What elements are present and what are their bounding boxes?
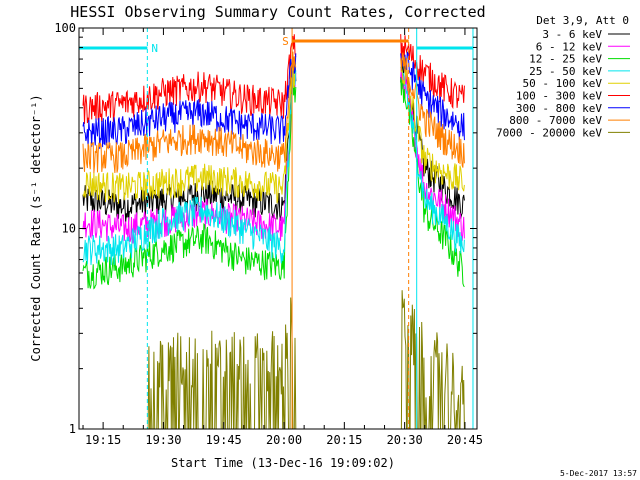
legend-label-7: 800 - 7000 keV xyxy=(509,114,602,127)
series-line-7000-20000kev xyxy=(83,290,465,430)
series-line-100-300kev xyxy=(82,34,465,124)
x-tick-label-19:45: 19:45 xyxy=(206,433,242,447)
y-tick-label-100: 100 xyxy=(54,21,76,35)
x-tick-label-20:00: 20:00 xyxy=(266,433,302,447)
marker-label-saa: S xyxy=(282,35,289,48)
legend-label-3: 25 - 50 keV xyxy=(529,65,602,78)
x-tick-label-19:30: 19:30 xyxy=(145,433,181,447)
series-line-50-100kev xyxy=(82,62,465,204)
legend-label-4: 50 - 100 keV xyxy=(523,77,603,90)
y-axis-label: Corrected Count Rate (s⁻¹ detector⁻¹) xyxy=(29,94,43,361)
timestamp: 5-Dec-2017 13:57 xyxy=(560,469,637,478)
series-line-300-800kev xyxy=(82,50,465,149)
x-tick-label-20:15: 20:15 xyxy=(326,433,362,447)
x-axis-label: Start Time (13-Dec-16 19:09:02) xyxy=(171,456,395,470)
y-tick-label-1: 1 xyxy=(69,422,76,436)
legend-label-6: 300 - 800 keV xyxy=(516,102,602,115)
marker-label-night: N xyxy=(151,42,158,55)
x-tick-label-20:30: 20:30 xyxy=(387,433,423,447)
chart-title: HESSI Observing Summary Count Rates, Cor… xyxy=(70,3,485,21)
x-axis: 19:15 19:30 19:45 20:00 20:15 20:30 20:45 xyxy=(82,28,483,447)
legend-label-8: 7000 - 20000 keV xyxy=(496,126,602,139)
x-tick-label-19:15: 19:15 xyxy=(85,433,121,447)
series-line-25-50kev xyxy=(82,65,465,266)
x-tick-label-20:45: 20:45 xyxy=(447,433,483,447)
legend-header: Det 3,9, Att 0 xyxy=(536,14,629,27)
legend-label-0: 3 - 6 keV xyxy=(542,28,602,41)
series-line-800-7000kev xyxy=(82,51,465,174)
y-axis: 1 10 100 xyxy=(54,21,477,436)
legend-label-1: 6 - 12 keV xyxy=(536,40,603,53)
legend-label-2: 12 - 25 keV xyxy=(529,53,602,66)
y-tick-label-10: 10 xyxy=(62,222,76,236)
plot-area: NS xyxy=(79,28,474,430)
legend-label-5: 100 - 300 keV xyxy=(516,90,602,103)
